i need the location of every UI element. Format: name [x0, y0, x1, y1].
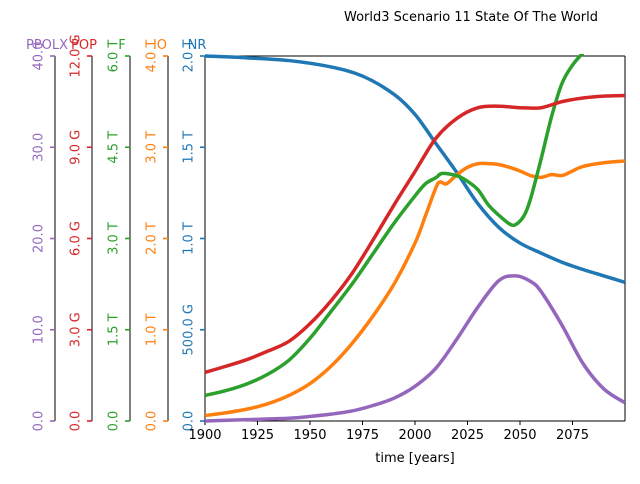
y-tick-label-nr: 1.0 T [182, 222, 197, 255]
y-tick-label-pop: 0.0 [69, 411, 84, 432]
y-tick-label-ppolx: 10.0 [32, 315, 47, 344]
x-tick-label: 1900 [188, 428, 221, 443]
x-tick-label: 1975 [346, 428, 379, 443]
y-tick-label-f: 6.0 T [107, 40, 122, 73]
x-tick-label: 1950 [293, 428, 326, 443]
x-tick-label: 2000 [398, 428, 431, 443]
y-axis-nr: 0.0 500.0 G 1.0 T 1.5 T 2.0 TNR [182, 38, 207, 431]
y-axis-label-f: F [118, 38, 125, 53]
y-tick-label-f: 0.0 [107, 411, 122, 432]
y-axis-label-nr: NR [188, 38, 207, 53]
y-axis-label-pop: POP [71, 38, 97, 53]
series-line-ppolx [205, 274, 625, 423]
y-tick-label-ppolx: 20.0 [32, 224, 47, 253]
y-axis-io: 0.0 1.0 T 2.0 T 3.0 T 4.0 TIO [145, 38, 169, 431]
y-tick-label-io: 0.0 [145, 411, 160, 432]
y-tick-label-f: 1.5 T [107, 313, 122, 346]
y-axis-f: 0.0 1.5 T 3.0 T 4.5 T 6.0 TF [107, 38, 131, 431]
y-tick-label-ppolx: 30.0 [32, 133, 47, 162]
x-tick-label: 2025 [451, 428, 484, 443]
y-axis-label-io: IO [153, 38, 167, 53]
y-tick-label-pop: 6.0 G [69, 221, 84, 256]
y-tick-label-pop: 3.0 G [69, 312, 84, 347]
y-tick-label-io: 3.0 T [145, 131, 160, 164]
series-line-pop [205, 93, 625, 375]
y-tick-label-ppolx: 0.0 [32, 411, 47, 432]
x-tick-label: 2075 [556, 428, 589, 443]
y-tick-label-io: 1.0 T [145, 313, 160, 346]
y-tick-label-nr: 0.0 [182, 411, 197, 432]
y-tick-label-nr: 500.0 G [182, 304, 197, 355]
x-axis-group: 1900 1925 1950 1975 2000 2025 2050 2075 [188, 55, 626, 443]
series-line-io [205, 159, 625, 418]
y-tick-label-nr: 2.0 T [182, 40, 197, 73]
y-tick-label-f: 4.5 T [107, 131, 122, 164]
x-tick-label: 1925 [241, 428, 274, 443]
plot-area [205, 54, 625, 423]
y-tick-label-io: 2.0 T [145, 222, 160, 255]
y-axis-label-ppolx: PPOLX [26, 38, 68, 53]
series-lines [205, 54, 625, 423]
y-tick-label-nr: 1.5 T [182, 131, 197, 164]
x-axis-label: time [years] [375, 451, 454, 466]
y-tick-label-io: 4.0 T [145, 40, 160, 73]
y-tick-label-f: 3.0 T [107, 222, 122, 255]
y-tick-label-ppolx: 40.0 [32, 42, 47, 71]
series-line-f [205, 54, 585, 398]
x-tick-label: 2050 [503, 428, 536, 443]
y-tick-label-pop: 9.0 G [69, 130, 84, 165]
y-tick-label-pop: 12.0 G [69, 34, 84, 77]
chart-title: World3 Scenario 11 State Of The World [344, 10, 598, 25]
